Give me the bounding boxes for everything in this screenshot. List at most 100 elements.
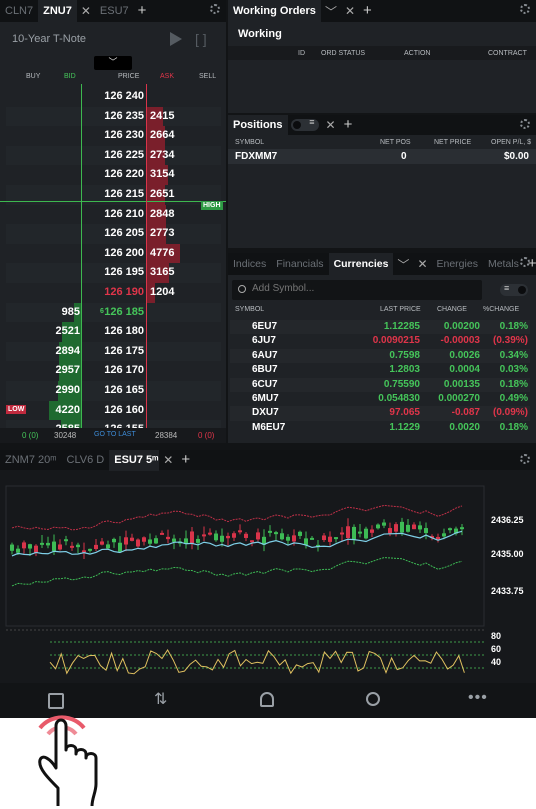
chevron-down-icon[interactable]: ﹀ [397, 257, 410, 272]
bracket-icon[interactable]: [ ] [195, 31, 207, 47]
add-tab-icon[interactable]: + [527, 255, 536, 272]
ladder-row[interactable]: 126 220 3154 [6, 165, 221, 185]
bell-icon[interactable] [260, 692, 274, 707]
bid-size[interactable]: 985 [61, 305, 80, 318]
price-chart[interactable] [0, 470, 536, 683]
search-input[interactable] [252, 283, 472, 294]
ask-size[interactable]: 2734 [150, 148, 175, 161]
gear-icon[interactable] [520, 4, 530, 14]
candle [76, 544, 80, 548]
go-to-last-button[interactable]: GO TO LAST [94, 431, 136, 438]
candle [238, 530, 242, 533]
ask-size-bar [146, 145, 166, 166]
ask-size[interactable]: 4776 [150, 246, 175, 259]
ladder-row[interactable]: 126 185 6 985 [6, 302, 221, 323]
chart-pane: ZNM7 20ᵐ CLV6 D ESU7 5ᵐ ✕ + ﹀ 2436.25 24… [0, 450, 536, 683]
tab-metals[interactable]: Metals [487, 258, 519, 270]
ladder-row[interactable]: 126 180 2521 [6, 322, 221, 342]
arrows-icon[interactable]: ⇅ [154, 691, 168, 708]
ladder-row[interactable]: 126 210 2848 [6, 204, 221, 225]
bid-size[interactable]: 2894 [55, 344, 80, 357]
bid-total: 30248 [54, 431, 77, 440]
bid-size[interactable]: 2521 [55, 325, 80, 338]
bid-size[interactable]: 4220 [55, 403, 80, 416]
ladder-row[interactable]: 126 240 [6, 87, 221, 107]
candle [310, 537, 314, 540]
tab-esu7[interactable]: ESU7 [99, 5, 129, 17]
ladder-row[interactable]: 126 235 2415 [6, 106, 221, 127]
candle [214, 533, 218, 541]
close-icon[interactable]: ✕ [80, 4, 91, 18]
candle [454, 528, 458, 534]
ladder-row[interactable]: 126 175 2894 [6, 341, 221, 362]
close-icon[interactable]: ✕ [325, 118, 336, 132]
ladder-row[interactable]: 126 160 4220 [6, 400, 221, 421]
ladder-row[interactable]: 126 170 2957 [6, 361, 221, 381]
tab-indices[interactable]: Indices [233, 258, 267, 270]
add-tab-icon[interactable]: + [363, 2, 372, 19]
ladder-row[interactable]: 126 155 2585 [6, 420, 221, 428]
bid-size[interactable]: 2585 [46, 423, 80, 428]
tab-positions[interactable]: Positions [228, 115, 288, 136]
tab-clv6[interactable]: CLV6 D [66, 454, 105, 466]
play-icon[interactable] [170, 32, 182, 46]
ask-size-bar [146, 165, 169, 185]
add-tab-icon[interactable]: + [181, 451, 191, 468]
search-icon[interactable] [366, 692, 380, 706]
ladder-row[interactable]: 126 230 2664 [6, 126, 221, 146]
tab-energies[interactable]: Energies [436, 258, 478, 270]
position-row[interactable]: FDXMM7 0 $0.00 [228, 149, 536, 164]
candle [148, 539, 152, 544]
working-subtab[interactable]: Working [238, 28, 282, 40]
ladder-price: 126 225 [104, 148, 144, 161]
candle [280, 533, 284, 540]
bid-size[interactable]: 2990 [55, 384, 80, 396]
upper-band [11, 504, 463, 531]
tab-cln7[interactable]: CLN7 [5, 5, 34, 17]
ask-size-bar [146, 243, 180, 264]
gear-icon[interactable] [210, 4, 220, 14]
ask-size[interactable]: 2773 [150, 227, 175, 240]
ask-size[interactable]: 3154 [150, 168, 175, 181]
ask-size[interactable]: 2415 [150, 109, 175, 122]
q-symbol-header: SYMBOL [235, 306, 265, 313]
ask-size-bar [146, 126, 165, 146]
gear-icon[interactable] [520, 454, 530, 464]
gear-icon[interactable] [520, 257, 530, 267]
ladder-row[interactable]: 126 200 4776 [6, 243, 221, 264]
ask-size[interactable]: 3165 [150, 266, 175, 279]
ask-size[interactable]: 2664 [150, 129, 175, 142]
gear-icon[interactable] [520, 119, 530, 129]
collapse-button[interactable]: ﹀ [94, 56, 132, 70]
tab-currencies[interactable]: Currencies [328, 253, 394, 275]
add-tab-icon[interactable]: + [343, 116, 353, 133]
ask-size[interactable]: 2848 [150, 207, 175, 220]
ask-size-bar [146, 224, 166, 244]
symbol-search[interactable] [232, 280, 482, 300]
ladder-row[interactable]: 126 225 2734 [6, 145, 221, 166]
ladder-row[interactable]: 126 195 3165 [6, 263, 221, 283]
ask-size-bar [146, 185, 165, 205]
chevron-down-icon[interactable]: ﹀ [324, 4, 337, 19]
tab-znm7[interactable]: ZNM7 20ᵐ [5, 454, 57, 466]
ladder-row[interactable]: 126 190 1204 [6, 283, 221, 303]
ladder-row[interactable]: 126 215 2651 [6, 185, 221, 205]
add-tab-icon[interactable]: + [137, 2, 147, 19]
ladder-row[interactable]: 126 165 2990 [6, 381, 221, 401]
ladder-row[interactable]: 126 205 2773 [6, 224, 221, 244]
close-icon[interactable]: ✕ [344, 4, 356, 18]
tab-financials[interactable]: Financials [276, 258, 324, 270]
tab-esu7[interactable]: ESU7 5ᵐ [109, 450, 160, 471]
more-icon[interactable]: ••• [468, 689, 488, 706]
tab-znu7[interactable]: ZNU7 [38, 0, 77, 22]
candle [34, 545, 38, 553]
tiles-icon[interactable] [48, 693, 64, 709]
ask-size[interactable]: 2651 [150, 188, 175, 200]
ask-size[interactable]: 1204 [150, 286, 175, 298]
close-icon[interactable]: ✕ [417, 257, 428, 271]
close-icon[interactable]: ✕ [163, 453, 174, 467]
bid-size[interactable]: 2957 [55, 364, 80, 377]
toggle-icon[interactable]: ≡ [290, 117, 319, 131]
tab-working-orders[interactable]: Working Orders [228, 0, 321, 22]
quotes-toggle[interactable]: ≡ [500, 283, 528, 296]
